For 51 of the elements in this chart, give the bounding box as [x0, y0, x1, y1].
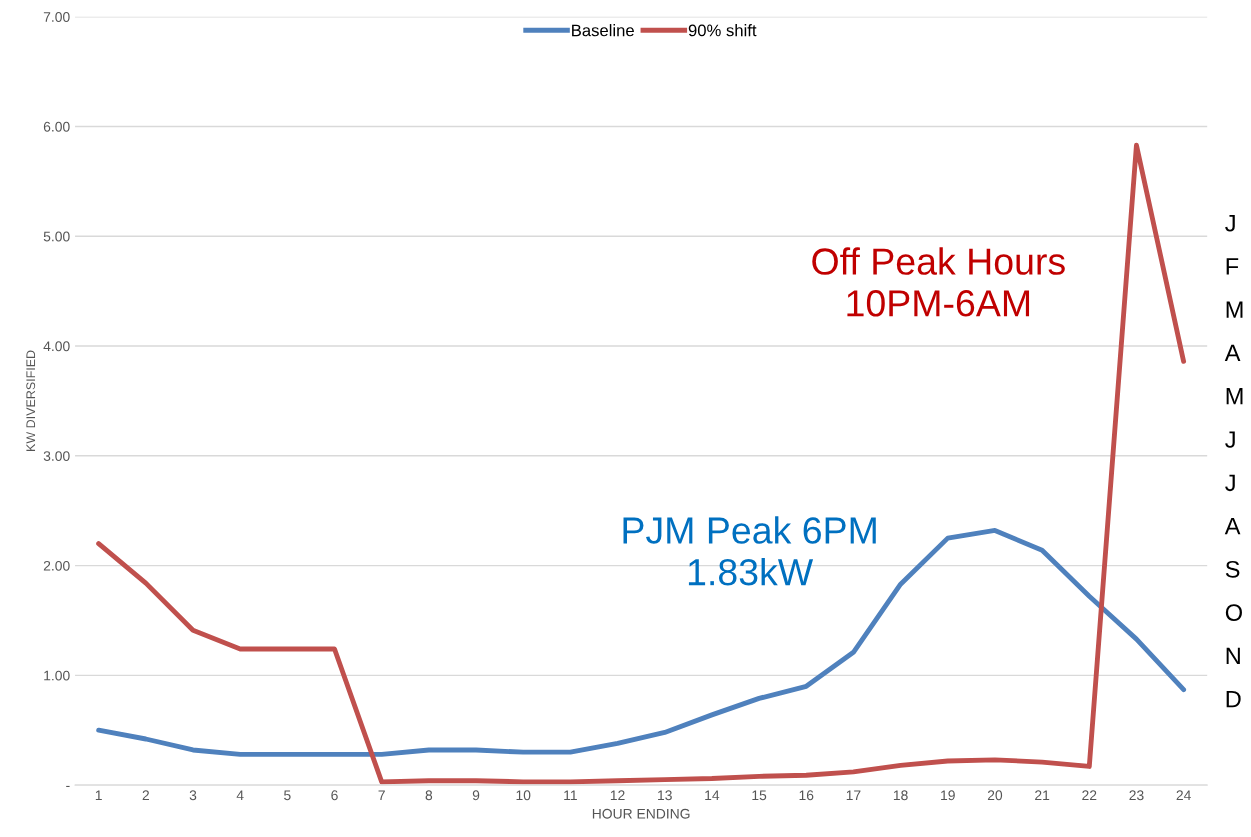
- text: A: [1224, 344, 1241, 362]
- x-tick-label: 23: [1129, 790, 1144, 801]
- text: A: [1224, 517, 1241, 535]
- x-axis-title: HOUR ENDING: [592, 808, 690, 819]
- x-tick-label: 8: [425, 790, 433, 801]
- x-tick-label: 12: [610, 790, 625, 801]
- x-tick-label: 15: [752, 790, 767, 801]
- annotation: Off Peak Hours 10PM-6AM: [812, 247, 1065, 317]
- x-tick-label: 4: [236, 790, 244, 801]
- annotation: PJM Peak 6PM 1.83kW: [623, 516, 876, 586]
- y-tick-label: 3.00: [43, 451, 70, 461]
- x-tick-label: 5: [284, 790, 291, 801]
- y-tick-label: 6.00: [43, 121, 70, 132]
- x-tick-label: 13: [658, 790, 672, 801]
- text: J: [1225, 474, 1235, 492]
- text: S: [1225, 560, 1240, 578]
- text: J: [1225, 431, 1235, 448]
- x-tick-label: 11: [564, 790, 577, 801]
- x-tick-label: 24: [1176, 790, 1191, 801]
- x-tick-label: 6: [331, 790, 338, 801]
- text: N: [1226, 647, 1240, 664]
- x-tick-label: 22: [1082, 790, 1097, 801]
- y-tick-label: -: [66, 785, 70, 787]
- x-tick-label: 20: [987, 790, 1003, 801]
- x-tick-label: 1: [95, 790, 102, 801]
- y-tick-label: 2.00: [43, 560, 70, 571]
- y-tick-label: 1.00: [44, 670, 70, 681]
- x-tick-label: 9: [472, 790, 480, 801]
- line-series: [96, 142, 1187, 785]
- text: M: [1226, 301, 1243, 318]
- x-tick-label: 18: [893, 790, 908, 801]
- x-tick-label: 19: [941, 790, 955, 801]
- text: M: [1226, 388, 1243, 405]
- x-tick-label: 3: [189, 790, 197, 801]
- text: O: [1225, 604, 1242, 621]
- x-tick-label: 7: [378, 790, 385, 801]
- x-tick-label: 21: [1035, 790, 1050, 801]
- x-tick-label: 16: [799, 790, 814, 801]
- text: F: [1226, 258, 1239, 275]
- legend-label: Baseline: [572, 24, 634, 37]
- x-tick-label: 2: [142, 790, 149, 801]
- text: J: [1225, 215, 1235, 232]
- y-tick-label: 5.00: [43, 231, 70, 242]
- x-tick-label: 10: [516, 790, 531, 801]
- text: D: [1226, 691, 1241, 708]
- y-axis-title: KW DIVERSIFIED: [26, 350, 36, 451]
- y-tick-label: 7.00: [43, 12, 70, 22]
- x-tick-label: 17: [846, 790, 861, 801]
- y-tick-label: 4.00: [43, 341, 70, 352]
- x-tick-label: 14: [705, 790, 720, 801]
- legend-label: 90% shift: [688, 24, 757, 37]
